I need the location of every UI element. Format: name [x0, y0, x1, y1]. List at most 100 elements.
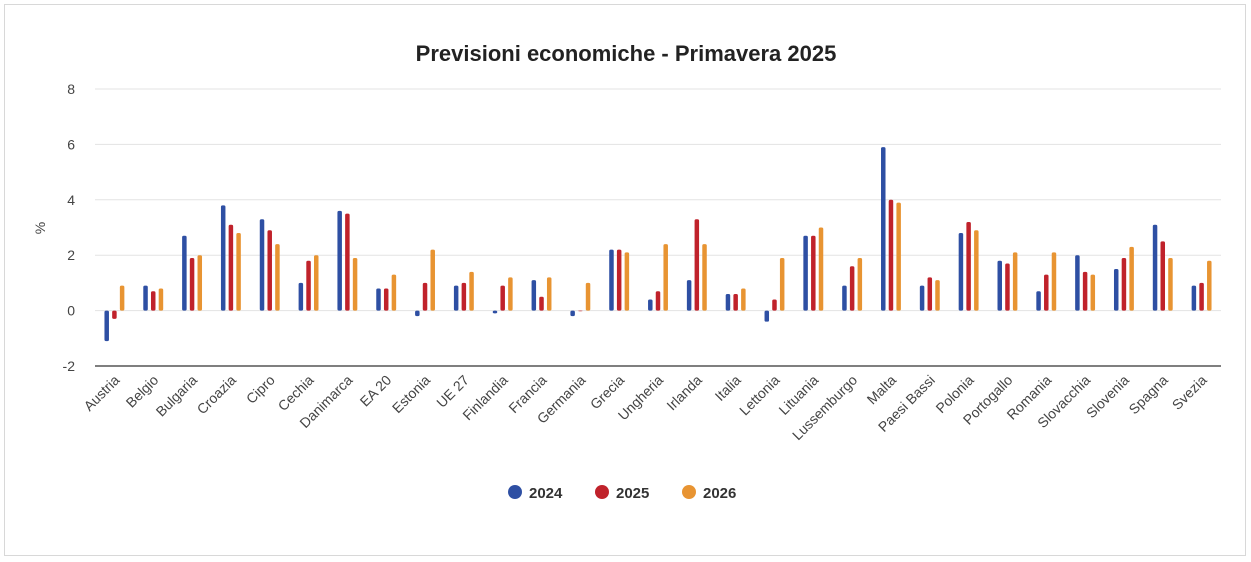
legend-label: 2026 — [703, 485, 736, 502]
bar — [585, 282, 591, 311]
bar — [539, 296, 544, 311]
bar — [896, 202, 901, 311]
bar — [150, 291, 156, 311]
bar — [430, 249, 435, 311]
bar — [764, 310, 770, 322]
bar — [1129, 246, 1134, 311]
bar — [1012, 252, 1018, 311]
x-tick-label: Malta — [864, 372, 900, 408]
x-tick-label: Bulgaria — [153, 372, 201, 420]
x-tick-label: Estonia — [389, 372, 433, 416]
bar — [1044, 274, 1049, 311]
bar — [772, 299, 777, 311]
bar — [546, 277, 552, 311]
x-tick-label: Spagna — [1125, 372, 1171, 418]
bar — [492, 310, 498, 314]
bar — [811, 235, 816, 311]
y-tick-label: 0 — [67, 303, 75, 319]
bar — [725, 293, 731, 311]
bar — [888, 199, 894, 311]
bar — [842, 285, 847, 311]
x-tick-label: Italia — [712, 372, 744, 404]
bar — [337, 210, 342, 311]
bar — [702, 244, 707, 311]
bar — [112, 310, 117, 319]
bar — [391, 274, 397, 311]
x-tick-label: Croazia — [194, 372, 240, 418]
legend-item[interactable]: 2025 — [595, 485, 649, 502]
bar — [1036, 291, 1041, 311]
bar — [275, 244, 280, 311]
bar — [143, 285, 148, 311]
bar — [197, 255, 203, 311]
bars — [104, 147, 1212, 342]
bar — [974, 230, 979, 311]
legend-label: 2024 — [529, 485, 563, 502]
bar — [236, 233, 241, 311]
legend-label: 2025 — [616, 485, 649, 502]
bar — [1082, 271, 1088, 311]
bar — [609, 249, 614, 311]
bar — [849, 266, 855, 311]
bar — [314, 255, 319, 311]
bar — [616, 249, 622, 311]
bar — [927, 277, 933, 311]
bar — [189, 257, 195, 311]
bar — [1168, 257, 1173, 311]
x-tick-label: Slovenia — [1083, 372, 1132, 421]
bar — [648, 299, 653, 311]
x-tick-label: Irlanda — [663, 372, 705, 414]
legend[interactable]: 2024 2025 2026 — [508, 485, 736, 502]
x-tick-label: Svezia — [1169, 372, 1210, 413]
bar — [1199, 282, 1204, 311]
y-tick-label: 4 — [67, 192, 75, 208]
bar — [686, 280, 692, 311]
bar — [741, 288, 746, 311]
bar — [779, 257, 785, 311]
bar — [461, 282, 467, 311]
bar — [881, 147, 886, 311]
bar — [220, 205, 226, 311]
bar — [158, 288, 164, 311]
bar — [803, 235, 808, 311]
bar — [935, 280, 940, 311]
bar — [469, 271, 474, 311]
bar — [422, 282, 428, 311]
bar — [919, 285, 925, 311]
bar — [1075, 255, 1080, 311]
bar — [1207, 260, 1212, 311]
bar — [1090, 274, 1096, 311]
bar — [570, 310, 575, 317]
chart-frame: Previsioni economiche - Primavera 2025 %… — [4, 4, 1246, 556]
bar — [818, 227, 824, 311]
bar — [345, 213, 350, 311]
y-tick-label: 2 — [67, 247, 75, 263]
bar-chart: Previsioni economiche - Primavera 2025 %… — [32, 41, 1221, 502]
y-tick-label: 8 — [67, 81, 75, 97]
y-tick-label: -2 — [63, 358, 76, 374]
bar — [259, 219, 265, 311]
bar — [997, 260, 1002, 311]
legend-item[interactable]: 2026 — [682, 485, 736, 502]
bar — [966, 221, 971, 311]
bar — [306, 260, 311, 311]
bar — [453, 285, 459, 311]
y-tick-labels: -2 0 2 4 6 8 — [63, 81, 76, 374]
bar — [663, 244, 668, 311]
bar — [376, 288, 381, 311]
bar — [1121, 257, 1127, 311]
bar — [624, 252, 630, 311]
bar — [1113, 269, 1119, 311]
legend-item[interactable]: 2024 — [508, 485, 563, 502]
bar — [857, 257, 863, 311]
bar — [733, 293, 738, 311]
y-tick-label: 6 — [67, 136, 75, 152]
grid-lines — [95, 88, 1221, 367]
bar — [655, 291, 661, 311]
bar — [500, 285, 505, 311]
bar — [1051, 252, 1057, 311]
chart-title: Previsioni economiche - Primavera 2025 — [416, 41, 837, 66]
bar — [1160, 241, 1166, 311]
x-tick-label: Austria — [80, 372, 122, 414]
